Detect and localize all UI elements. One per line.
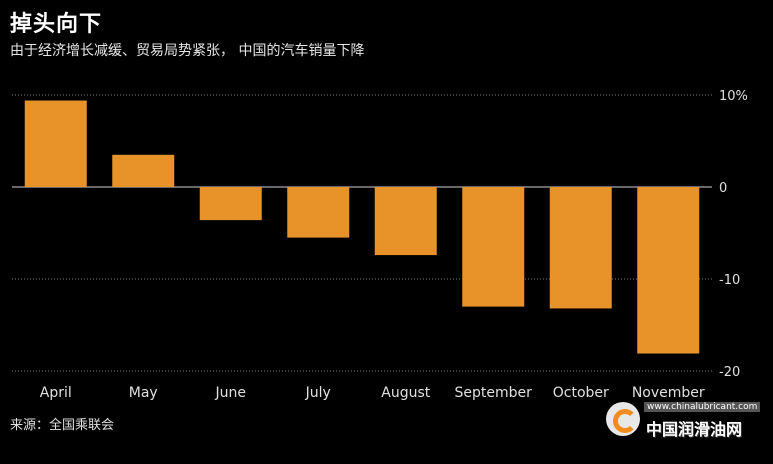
x-axis-ticks: April May June July August September October No… [40, 385, 705, 401]
bar-august [374, 187, 437, 256]
x-tick-label: November [632, 385, 705, 401]
bar-april [24, 100, 87, 187]
watermark-url: www.chinalubricant.com [644, 402, 761, 412]
x-tick-label: October [553, 385, 609, 401]
bar-june [199, 187, 262, 221]
watermark-name: 中国润滑油网 [646, 420, 743, 439]
watermark-logo-icon [606, 402, 640, 436]
y-tick-label: -20 [719, 365, 740, 380]
x-tick-label: June [215, 385, 247, 401]
x-tick-label: April [40, 385, 72, 401]
watermark: www.chinalubricant.com 中国润滑油网 [606, 400, 770, 440]
x-tick-label: August [381, 385, 431, 401]
bar-october [549, 187, 612, 309]
chart-title: 掉头向下 [10, 12, 103, 37]
y-tick-label: 10% [719, 89, 748, 104]
bar-july [287, 187, 350, 238]
chart-subtitle: 由于经济增长减缓、贸易局势紧张， 中国的汽车销量下降 [10, 43, 365, 59]
bars [24, 100, 700, 354]
source-note: 来源：全国乘联会 [10, 418, 115, 433]
x-tick-label: September [455, 385, 533, 401]
y-tick-label: 0 [719, 181, 727, 196]
y-axis-ticks: 10% 0 -10 -20 [719, 89, 748, 380]
bar-may [112, 154, 175, 187]
x-tick-label: July [305, 385, 331, 401]
bar-november [637, 187, 700, 354]
y-tick-label: -10 [719, 273, 740, 288]
bar-september [462, 187, 525, 307]
x-tick-label: May [129, 385, 158, 401]
